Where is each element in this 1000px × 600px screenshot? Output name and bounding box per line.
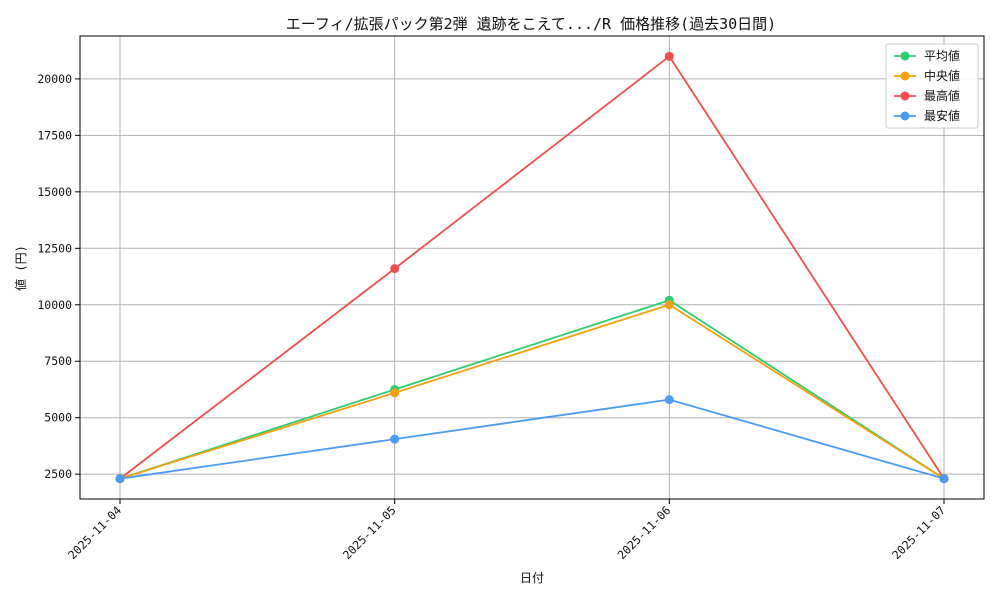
legend-item: 最高値 [894, 88, 960, 103]
legend-label: 中央値 [924, 68, 960, 83]
data-point [390, 434, 400, 444]
series-line [119, 299, 945, 480]
legend-marker [900, 51, 910, 61]
legend-item: 最安値 [894, 108, 960, 123]
legend-label: 最高値 [924, 88, 960, 103]
data-point [390, 264, 400, 274]
y-tick-label: 20000 [37, 72, 72, 86]
series-line [119, 398, 945, 480]
plot-frame [79, 35, 985, 500]
data-point [664, 51, 674, 61]
y-tick-label: 2500 [44, 467, 72, 481]
data-point [939, 474, 949, 484]
legend-item: 平均値 [894, 48, 960, 63]
y-tick-label: 12500 [37, 241, 72, 255]
legend-label: 平均値 [924, 48, 960, 63]
legend-marker [900, 91, 910, 101]
data-point [390, 388, 400, 398]
y-axis-label: 値 (円) [13, 245, 28, 291]
y-tick-label: 7500 [44, 354, 72, 368]
data-point [664, 395, 674, 405]
y-tick-label: 15000 [37, 185, 72, 199]
y-tick-label: 17500 [37, 128, 72, 142]
legend-label: 最安値 [924, 108, 960, 123]
y-tick-label: 5000 [44, 411, 72, 425]
grid-lines [80, 36, 984, 499]
legend-box [885, 43, 979, 129]
y-tick-label: 10000 [37, 298, 72, 312]
x-axis-label: 日付 [520, 571, 544, 585]
series-line [119, 55, 945, 480]
chart-title: エーフィ/拡張パック第2弾 遺跡をこえて.../R 価格推移(過去30日間) [286, 15, 776, 33]
legend-item: 中央値 [894, 68, 960, 83]
series-line [119, 303, 945, 480]
series-最安値 [115, 395, 949, 484]
data-point [664, 300, 674, 310]
legend-marker [900, 71, 910, 81]
data-point [115, 474, 125, 484]
series-layer [115, 51, 949, 484]
legend-marker [900, 111, 910, 121]
